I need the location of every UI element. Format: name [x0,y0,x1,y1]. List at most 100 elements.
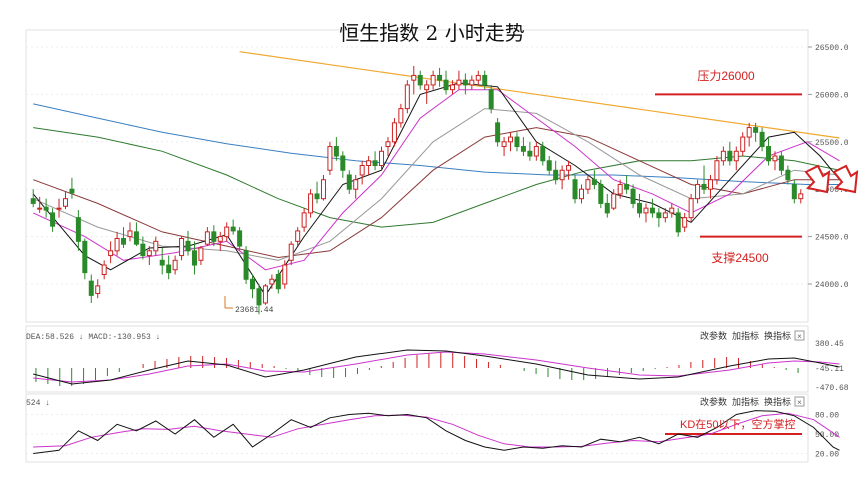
macd-switch-indicator-button[interactable]: 换指标 [764,330,791,341]
candle-body [488,89,494,110]
candlesticks [30,65,804,315]
kd-add-indicator-button[interactable]: 加指标 [732,396,759,407]
kd-close-icon[interactable]: × [797,398,802,407]
candle-body [282,264,288,285]
chart-title: 恒生指数 2 小时走势 [339,21,524,45]
macd-change-params-button[interactable]: 改参数 [700,330,727,341]
candle-body [669,207,675,214]
candle-body [140,243,146,257]
macd-add-indicator-button[interactable]: 加指标 [732,330,759,341]
candle-body [295,230,301,242]
macd-close-box[interactable] [794,330,805,341]
kd-pane-frame [25,393,809,463]
candle-body [204,231,210,245]
candle-body [791,183,797,200]
candle-body [211,231,217,242]
kd-tick-label: 20.00 [815,451,839,460]
candle-body [559,169,565,181]
candle-body [379,150,385,166]
candle-body [766,146,772,162]
candle-body [617,183,623,195]
macd-pane-frame [25,325,809,393]
candle-body [611,193,617,209]
candle-body [288,243,294,261]
candle-body [95,285,101,294]
candle-body [385,141,391,148]
candle-body [353,179,359,190]
macd-dea-line [33,351,840,383]
candle-body [495,122,501,143]
candle-body [133,231,139,245]
candle-body [159,259,165,266]
candle-body [340,155,346,171]
trendline [239,51,840,139]
candle-body [437,74,443,81]
candle-body [269,278,275,285]
candle-body [101,264,107,276]
candle-body [185,240,191,252]
candle-body [591,179,597,185]
price-axis: 26500.0 26000.0 25500.0 25000.0 24500.0 24000… [808,44,849,290]
candle-body [675,212,681,233]
candle-body [411,74,417,81]
price-tick-label: 24000.0 [815,281,849,290]
candle-body [714,160,720,181]
candle-body [56,207,62,210]
candle-body [256,288,262,306]
candle-body [198,247,204,261]
candle-body [572,179,578,200]
candle-body [179,237,185,257]
kd-switch-indicator-button[interactable]: 换指标 [764,396,791,407]
candle-body [114,237,120,252]
candle-body [50,212,56,227]
candle-body [108,250,114,257]
candle-body [430,74,436,86]
price-pane-frame [25,29,809,323]
kd-tick-label: 80.00 [815,412,839,421]
candle-body [456,79,462,86]
candle-body [404,84,410,110]
candle-body [37,207,43,210]
ma120-line [33,103,840,185]
candle-body [682,217,688,228]
candle-body [469,79,475,86]
macd-dif-line [33,349,840,385]
candle-body [333,146,339,157]
candle-body [475,74,481,81]
ma10-line [32,89,840,271]
candle-body [166,264,172,274]
resistance-label: 压力26000 [697,69,755,83]
candle-body [88,280,94,296]
candle-body [527,150,533,157]
macd-close-icon[interactable]: × [797,332,802,341]
kd-close-box[interactable] [794,396,805,407]
candle-body [391,122,397,143]
kd-panel: 80.00 50.00 20.00 [26,410,840,460]
candle-body [604,202,610,214]
candle-body [230,226,236,232]
candle-body [62,198,68,207]
kd-change-params-button[interactable]: 改参数 [700,396,727,407]
kd-tick-label: 50.00 [815,431,839,440]
candle-body [798,193,804,200]
candle-body [250,278,256,290]
candle-body [785,169,791,181]
down-arrow-icon [804,164,831,194]
candle-body [624,183,630,190]
kd-k-line [33,410,840,454]
candle-body [75,217,81,242]
candle-body [443,79,449,91]
macd-tick-label: 380.45 [815,340,844,349]
candle-body [327,146,333,171]
candle-body [449,84,455,91]
macd-tick-label: -45.11 [815,365,844,374]
candle-body [462,79,468,86]
candle-body [662,212,668,219]
price-tick-label: 26500.0 [815,44,849,53]
candle-body [262,285,268,304]
candle-body [727,150,733,162]
candle-body [237,230,243,247]
candle-body [520,146,526,152]
candle-body [43,206,49,211]
